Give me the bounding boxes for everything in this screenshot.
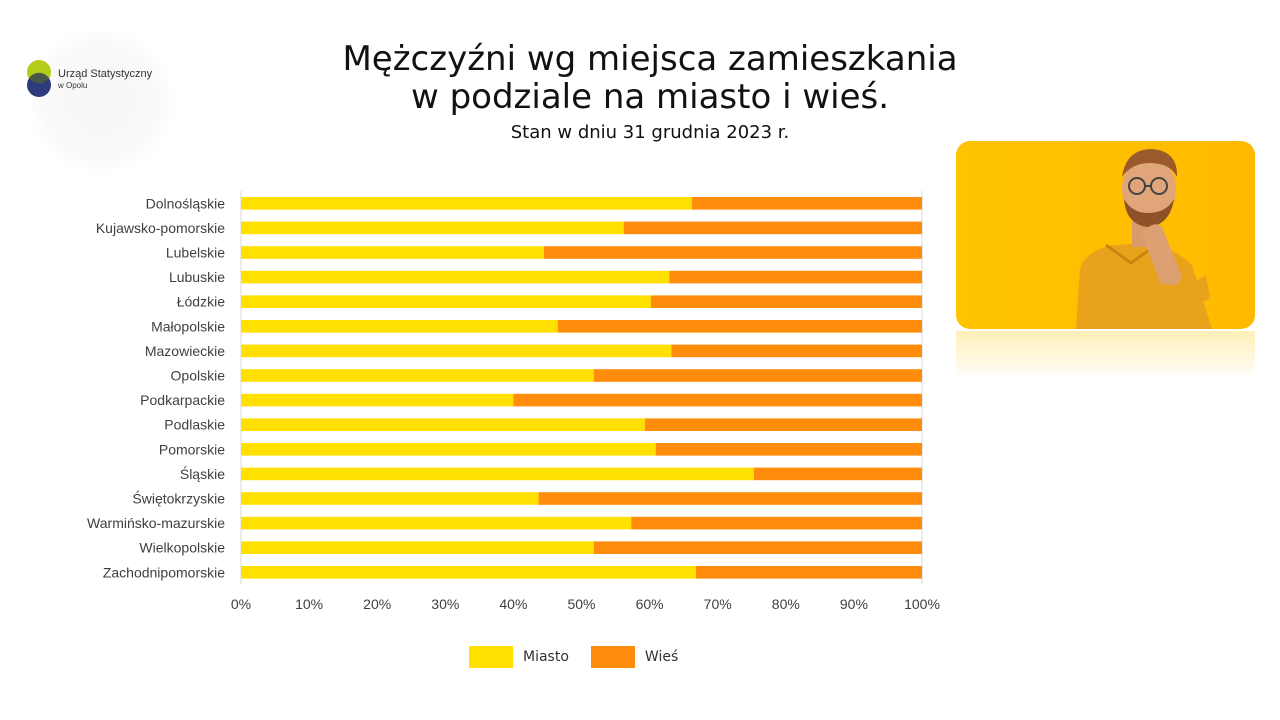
bar-miasto: [241, 344, 672, 358]
bar-wies: [655, 443, 922, 456]
y-tick-label: Śląskie: [180, 465, 225, 482]
y-tick-label: Łódzkie: [177, 294, 225, 310]
bar-wies: [544, 246, 922, 259]
bar-wies: [513, 393, 922, 407]
legend-label-wies: Wieś: [644, 649, 679, 665]
x-tick-label: 50%: [567, 596, 595, 612]
bar-miasto: [241, 295, 651, 308]
bar-wies: [650, 295, 922, 308]
bar-wies: [669, 270, 922, 284]
logo-line2: w Opolu: [58, 80, 88, 90]
bar-miasto: [241, 369, 594, 382]
x-tick-label: 90%: [840, 596, 868, 612]
bar-wies: [593, 541, 922, 554]
bar-miasto: [241, 516, 632, 530]
legend-label-miasto: Miasto: [523, 649, 569, 665]
x-tick-label: 30%: [431, 596, 459, 612]
y-tick-label: Wielkopolskie: [139, 540, 225, 556]
y-tick-label: Kujawsko-pomorskie: [96, 220, 225, 236]
legend-swatch-miasto: [469, 646, 513, 668]
y-tick-label: Małopolskie: [151, 318, 225, 334]
x-tick-label: 100%: [904, 596, 940, 612]
y-tick-label: Warmińsko-mazurskie: [87, 515, 225, 531]
chart-subtitle: Stan w dniu 31 grudnia 2023 r.: [510, 122, 790, 143]
thinking-man-illustration: [1076, 149, 1212, 329]
y-tick-label: Mazowieckie: [145, 343, 225, 359]
x-tick-label: 10%: [295, 596, 323, 612]
y-tick-label: Opolskie: [171, 368, 226, 384]
logo-background: [26, 26, 176, 176]
bar-miasto: [241, 541, 594, 554]
chart-title-line2: w podziale na miasto i wieś.: [410, 77, 890, 117]
bar-wies: [538, 492, 922, 505]
y-tick-label: Podlaskie: [164, 417, 225, 433]
y-tick-label: Pomorskie: [159, 441, 225, 457]
y-tick-label: Lubuskie: [169, 269, 225, 285]
bar-miasto: [241, 246, 545, 259]
chart-legend: Miasto Wieś: [469, 646, 700, 668]
bar-wies: [695, 566, 922, 579]
x-tick-label: 20%: [363, 596, 391, 612]
bar-miasto: [241, 566, 696, 579]
y-tick-label: Lubelskie: [166, 245, 225, 261]
bar-miasto: [241, 270, 670, 284]
bar-wies: [631, 516, 922, 530]
bar-miasto: [241, 320, 558, 333]
x-tick-label: 60%: [636, 596, 664, 612]
bar-wies: [691, 197, 922, 210]
chart-title-line1: Mężczyźni wg miejsca zamieszkania: [342, 39, 958, 79]
legend-item-wies: Wieś: [590, 646, 679, 668]
x-tick-label: 0%: [231, 596, 251, 612]
bar-wies: [623, 221, 922, 235]
y-tick-label: Dolnośląskie: [146, 195, 226, 211]
bar-miasto: [241, 492, 539, 505]
bar-wies: [557, 320, 922, 333]
bar-miasto: [241, 221, 624, 235]
bar-miasto: [241, 443, 656, 456]
y-tick-label: Podkarpackie: [140, 392, 225, 408]
bar-miasto: [241, 197, 692, 210]
logo: Urząd Statystyczny w Opolu: [22, 26, 176, 176]
logo-circles-icon: [27, 60, 51, 97]
bar-miasto: [241, 393, 514, 407]
bar-wies: [644, 418, 922, 431]
legend-swatch-wies: [590, 646, 635, 668]
logo-line1: Urząd Statystyczny: [58, 68, 153, 80]
legend-item-miasto: Miasto: [469, 646, 569, 668]
bar-wies: [671, 344, 922, 358]
x-tick-label: 70%: [704, 596, 732, 612]
photo-reflection: [956, 331, 1255, 381]
bar-wies: [593, 369, 922, 382]
thinking-man-photo: [956, 141, 1255, 329]
bar-miasto: [241, 467, 754, 481]
bar-wies: [753, 467, 922, 481]
x-tick-label: 40%: [499, 596, 527, 612]
chart-title-block: Mężczyźni wg miejsca zamieszkania w podz…: [250, 40, 1050, 143]
y-tick-label: Zachodnipomorskie: [103, 564, 225, 580]
x-tick-label: 80%: [772, 596, 800, 612]
y-tick-label: Świętokrzyskie: [132, 490, 225, 507]
logo-text: Urząd Statystyczny w Opolu: [58, 68, 152, 90]
bar-miasto: [241, 418, 645, 431]
